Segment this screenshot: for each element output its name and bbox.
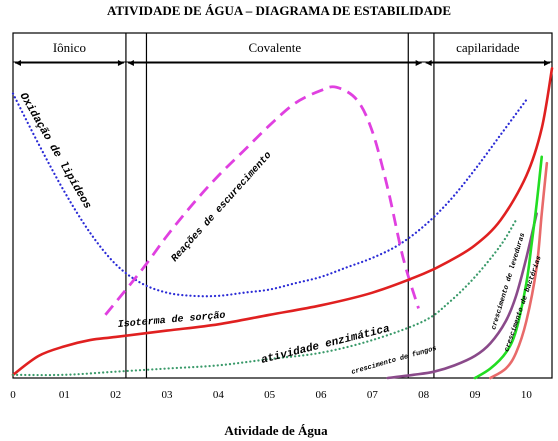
curve-crescimento-de-leveduras (473, 155, 544, 380)
zone-label-capilaridade: capilaridade (456, 40, 520, 55)
x-tick-label: 0 (10, 389, 16, 401)
x-axis-label: Atividade de Água (224, 423, 328, 438)
x-tick-label: 07 (367, 389, 379, 401)
zone-arrows: Iônico Covalente capilaridade (15, 40, 550, 66)
plot-frame (12, 32, 553, 379)
x-tick-label: 06 (316, 389, 328, 401)
curve-isoterma-de-sorcao (11, 67, 554, 377)
arrow-left-icon (425, 60, 432, 66)
zone-label-covalente: Covalente (248, 40, 301, 55)
curve-crescimento-de-bacterias (489, 161, 549, 380)
curve-label-reacoes-de-escurecimento: Reações de escurecimento (169, 150, 274, 265)
x-tick-label: 09 (470, 389, 482, 401)
x-tick-label: 01 (59, 389, 70, 401)
arrow-right-icon (415, 60, 422, 66)
curve-oxidacao-de-lipideos (11, 92, 528, 298)
curve-label-oxidacao-de-lipideos: Oxidação de lipídeos (17, 91, 94, 212)
arrow-right-icon (117, 60, 124, 66)
arrow-right-icon (544, 60, 550, 66)
curve-crescimento-de-fungos (386, 212, 538, 380)
curve-atividade-enzimatica (11, 218, 518, 377)
x-tick-label: 05 (264, 389, 276, 401)
x-tick-label: 08 (418, 389, 430, 401)
arrow-left-icon (127, 60, 134, 66)
curve-labels: Oxidação de lipídeos Reações de escurecim… (17, 91, 544, 377)
arrow-left-icon (15, 60, 21, 66)
curve-label-atividade-enzimatica: atividade enzimática (260, 323, 391, 367)
x-ticks: 0 01 02 03 04 05 06 07 08 09 10 (10, 389, 532, 401)
curve-reacoes-de-escurecimento (104, 85, 420, 316)
x-tick-label: 02 (110, 389, 121, 401)
x-tick-label: 04 (213, 389, 225, 401)
vertical-lines (125, 33, 435, 378)
zone-label-ionico: Iônico (53, 40, 86, 55)
x-tick-label: 10 (521, 389, 533, 401)
curve-label-isoterma-de-sorcao: Isoterma de sorção (117, 310, 226, 331)
curves (11, 67, 554, 380)
chart-title: ATIVIDADE DE ÁGUA – DIAGRAMA DE ESTABILI… (107, 3, 451, 18)
x-tick-label: 03 (162, 389, 174, 401)
